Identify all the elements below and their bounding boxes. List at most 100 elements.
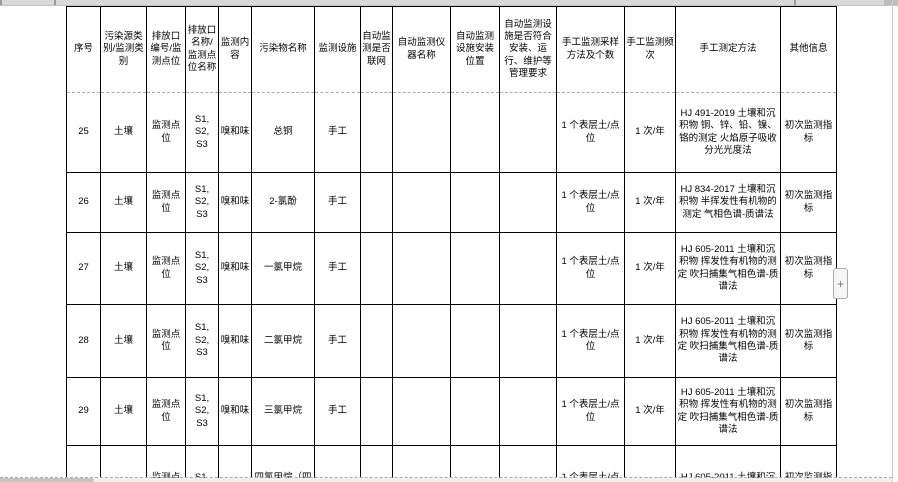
table-cell[interactable]: S1, S2, S3	[185, 232, 219, 305]
table-cell[interactable]: 1 次/年	[624, 304, 676, 378]
table-cell[interactable]: 手工	[314, 92, 361, 173]
table-cell[interactable]: HJ 834-2017 土壤和沉积物 半挥发性有机物的测定 气相色谱-质谱法	[675, 172, 781, 233]
page-break-line	[0, 477, 892, 478]
table-cell[interactable]: 土壤	[100, 304, 147, 378]
col-header-manual-frequency[interactable]: 手工监测频次	[624, 6, 676, 93]
table-cell[interactable]: HJ 605-2011 土壤和沉积物 挥发性有机物的测定 吹扫捕集气相色谱-质谱…	[675, 232, 781, 305]
table-cell[interactable]	[392, 304, 451, 378]
table-cell[interactable]	[360, 92, 393, 173]
table-cell[interactable]: 嗅和味	[218, 377, 252, 446]
table-cell[interactable]: 监测点位	[146, 172, 186, 233]
table-cell[interactable]: 29	[66, 377, 101, 446]
col-header-monitoring-content[interactable]: 监测内容	[218, 6, 252, 93]
col-header-auto-install-location[interactable]: 自动监测设施安装位置	[450, 6, 500, 93]
table-cell[interactable]: 嗅和味	[218, 92, 252, 173]
table-cell[interactable]	[450, 92, 500, 173]
table-cell[interactable]: 1 次/年	[624, 377, 676, 446]
table-cell[interactable]	[360, 172, 393, 233]
table-cell[interactable]: 28	[66, 304, 101, 378]
table-cell[interactable]: 嗅和味	[218, 232, 252, 305]
table-cell[interactable]: 监测点位	[146, 92, 186, 173]
table-cell[interactable]: S1, S2, S3	[185, 377, 219, 446]
table-cell[interactable]	[360, 304, 393, 378]
table-cell[interactable]: 总铜	[251, 92, 315, 173]
table-cell[interactable]: 1 个表层土/点位	[556, 377, 625, 446]
table-cell[interactable]	[392, 232, 451, 305]
table-cell[interactable]: 监测点位	[146, 377, 186, 446]
table-cell[interactable]	[499, 304, 557, 378]
table-cell[interactable]: 手工	[314, 232, 361, 305]
table-cell[interactable]	[392, 445, 451, 482]
col-header-manual-determination-method[interactable]: 手工测定方法	[675, 6, 781, 93]
table-cell[interactable]: 土壤	[100, 377, 147, 446]
table-cell[interactable]	[450, 304, 500, 378]
col-header-index[interactable]: 序号	[66, 6, 101, 93]
table-row: 27 土壤 监测点位 S1, S2, S3 嗅和味 一氯甲烷 手工 1 个表层土…	[66, 232, 837, 305]
table-cell[interactable]: S1, S2, S3	[185, 92, 219, 173]
table-cell[interactable]: HJ 605-2011 土壤和沉积物 挥发性有机物的测定 吹扫捕集气相色谱-质谱…	[675, 377, 781, 446]
table-cell[interactable]: 初次监测指标	[780, 92, 837, 173]
table-cell[interactable]: 三氯甲烷	[251, 377, 315, 446]
col-header-outlet-name[interactable]: 排放口名称/监测点位名称	[185, 6, 219, 93]
table-cell[interactable]	[392, 92, 451, 173]
col-header-auto-instrument-name[interactable]: 自动监测仪器名称	[392, 6, 451, 93]
table-cell[interactable]: 手工	[314, 172, 361, 233]
col-header-source-category[interactable]: 污染源类别/监测类别	[100, 6, 147, 93]
table-cell[interactable]: 30	[66, 445, 101, 482]
col-header-pollutant-name[interactable]: 污染物名称	[251, 6, 315, 93]
table-cell[interactable]: S1, S2, S3	[185, 172, 219, 233]
table-cell[interactable]: 1 次/年	[624, 232, 676, 305]
table-cell[interactable]: 1 次/年	[624, 172, 676, 233]
add-row-button[interactable]: +	[833, 268, 848, 299]
table-cell[interactable]: 25	[66, 92, 101, 173]
horizontal-scrollbar-thumb[interactable]	[0, 478, 94, 482]
col-header-auto-networked[interactable]: 自动监测是否联网	[360, 6, 393, 93]
table-cell[interactable]	[360, 232, 393, 305]
table-cell[interactable]: 土壤	[100, 445, 147, 482]
table-cell[interactable]	[450, 377, 500, 446]
table-cell[interactable]: S1, S2, S3	[185, 304, 219, 378]
horizontal-scrollbar-track[interactable]	[0, 478, 892, 482]
table-cell[interactable]: 初次监测指标	[780, 304, 837, 378]
table-cell[interactable]	[499, 92, 557, 173]
table-cell[interactable]: 嗅和味	[218, 172, 252, 233]
table-cell[interactable]: 土壤	[100, 232, 147, 305]
table-cell[interactable]: 1 个表层土/点位	[556, 92, 625, 173]
col-header-other-info[interactable]: 其他信息	[780, 6, 837, 93]
table-cell[interactable]: 四氯甲烷（四氯化	[251, 445, 315, 482]
table-cell[interactable]: 土壤	[100, 172, 147, 233]
table-cell[interactable]	[360, 445, 393, 482]
table-cell[interactable]: 2-氯酚	[251, 172, 315, 233]
table-cell[interactable]: 1 个表层土/点位	[556, 172, 625, 233]
table-cell[interactable]	[360, 377, 393, 446]
table-cell[interactable]: HJ 605-2011 土壤和沉积物 挥发性有机物的测定 吹扫捕集气相色谱-质谱…	[675, 304, 781, 378]
table-cell[interactable]	[499, 232, 557, 305]
table-cell[interactable]: 手工	[314, 304, 361, 378]
table-cell[interactable]: 嗅和味	[218, 304, 252, 378]
table-cell[interactable]: 监测点位	[146, 304, 186, 378]
table-cell[interactable]	[392, 172, 451, 233]
col-header-auto-compliance[interactable]: 自动监测设施是否符合安装、运行、维护等管理要求	[499, 6, 557, 93]
col-header-monitoring-facility[interactable]: 监测设施	[314, 6, 361, 93]
table-cell[interactable]	[392, 377, 451, 446]
table-cell[interactable]: 初次监测指标	[780, 377, 837, 446]
table-cell[interactable]: 1 个表层土/点位	[556, 304, 625, 378]
table-cell[interactable]	[499, 172, 557, 233]
table-cell[interactable]: 1 次/年	[624, 92, 676, 173]
table-cell[interactable]: 初次监测指标	[780, 232, 837, 305]
table-cell[interactable]: 26	[66, 172, 101, 233]
table-cell[interactable]: HJ 491-2019 土壤和沉积物 铜、锌、铅、镍、铬的测定 火焰原子吸收分光…	[675, 92, 781, 173]
table-cell[interactable]	[499, 377, 557, 446]
table-cell[interactable]: 一氯甲烷	[251, 232, 315, 305]
table-cell[interactable]	[450, 232, 500, 305]
table-cell[interactable]: 初次监测指标	[780, 172, 837, 233]
table-cell[interactable]: 二氯甲烷	[251, 304, 315, 378]
table-cell[interactable]: 土壤	[100, 92, 147, 173]
table-cell[interactable]	[450, 172, 500, 233]
col-header-outlet-number[interactable]: 排放口编号/监测点位	[146, 6, 186, 93]
table-cell[interactable]: 手工	[314, 377, 361, 446]
col-header-manual-sampling-method[interactable]: 手工监测采样方法及个数	[556, 6, 625, 93]
table-cell[interactable]: 1 个表层土/点位	[556, 232, 625, 305]
table-cell[interactable]: 监测点位	[146, 232, 186, 305]
table-cell[interactable]: 27	[66, 232, 101, 305]
